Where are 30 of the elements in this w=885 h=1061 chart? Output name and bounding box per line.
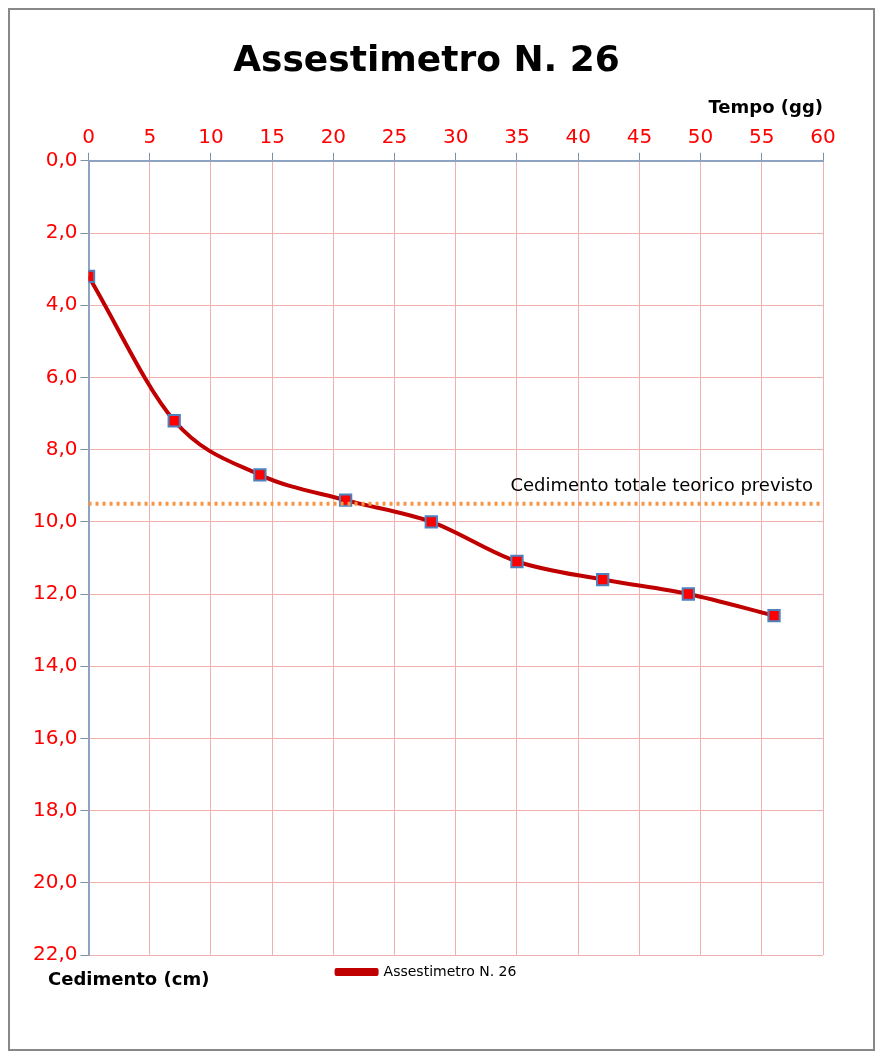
y-tick-label: 14,0	[33, 652, 78, 677]
x-tick-label: 15	[259, 124, 285, 148]
x-tick-label: 60	[810, 124, 836, 148]
x-axis-title: Tempo (gg)	[708, 95, 823, 117]
chart-title: Assestimetro N. 26	[233, 37, 620, 79]
y-tick-label: 10,0	[33, 508, 78, 532]
y-tick-label: 12,0	[33, 580, 78, 605]
x-tick-label: 0	[82, 124, 95, 148]
y-tick-label: 6,0	[45, 363, 78, 388]
x-tick-label: 30	[443, 124, 469, 148]
x-tick-label: 50	[687, 124, 714, 148]
y-axis-title: Cedimento (cm)	[48, 968, 210, 989]
x-tick-label: 25	[381, 124, 408, 148]
x-tick-label: 20	[320, 124, 347, 148]
y-tick-label: 22,0	[33, 941, 78, 966]
y-tick-label: 0,0	[45, 147, 78, 171]
x-tick-label: 5	[143, 124, 157, 148]
ref-line-label: Cedimento totale teorico previsto	[510, 474, 813, 496]
y-tick-label: 8,0	[45, 435, 78, 460]
y-tick-label: 4,0	[45, 291, 78, 316]
x-tick-label: 10	[198, 124, 224, 148]
y-tick-label: 2,0	[45, 219, 78, 244]
x-tick-label: 35	[504, 124, 530, 148]
x-tick-label: 55	[749, 124, 775, 148]
legend-label: Assestimetro N. 26	[383, 962, 517, 979]
x-tick-label: 40	[565, 124, 591, 148]
y-tick-label: 20,0	[33, 869, 78, 893]
y-tick-label: 18,0	[33, 796, 78, 821]
y-tick-label: 16,0	[33, 724, 78, 749]
x-tick-label: 45	[626, 124, 653, 148]
